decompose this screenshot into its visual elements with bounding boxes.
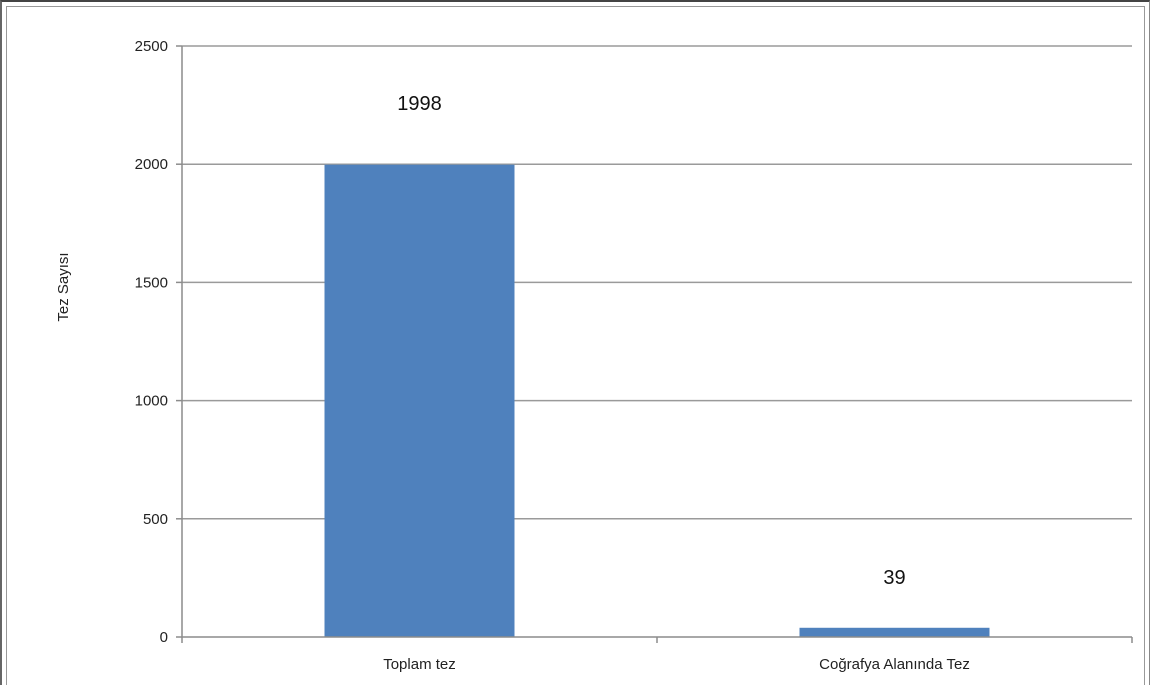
y-tick-label: 1000 (135, 393, 168, 410)
x-category-label: Toplam tez (383, 656, 456, 673)
data-label: 1998 (397, 93, 442, 115)
x-category-labels: Toplam tez Coğrafya Alanında Tez (383, 656, 970, 673)
bar (799, 627, 990, 637)
bar (324, 164, 515, 638)
x-category-label: Coğrafya Alanında Tez (819, 656, 970, 673)
data-label: 39 (883, 567, 905, 589)
y-tick-labels: 0 500 1000 1500 2000 2500 (135, 38, 168, 646)
y-tick-label: 500 (143, 511, 168, 528)
bars (324, 164, 990, 638)
y-axis-title: Tez Sayısı (55, 252, 72, 321)
y-tick-label: 1500 (135, 274, 168, 291)
data-labels: 1998 39 (397, 93, 905, 589)
y-tick-label: 2000 (135, 156, 168, 173)
y-tick-label: 2500 (135, 38, 168, 55)
axes (176, 45, 1133, 643)
y-tick-label: 0 (160, 629, 168, 646)
